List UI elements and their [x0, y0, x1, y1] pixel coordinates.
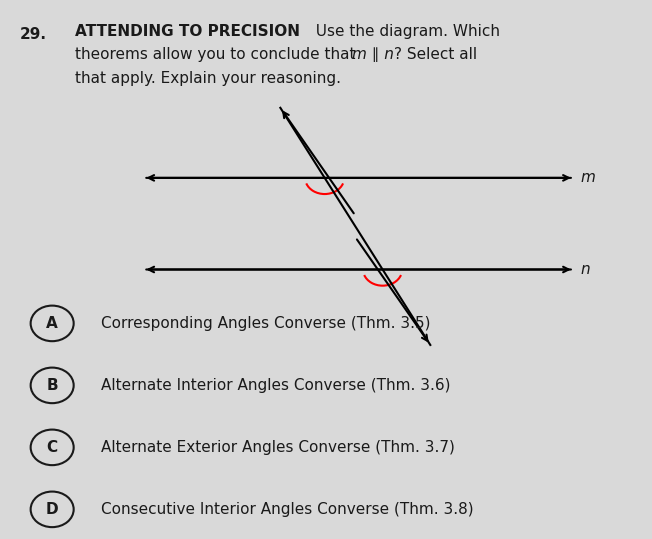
Text: C: C	[46, 440, 58, 455]
Text: ? Select all: ? Select all	[394, 47, 477, 63]
Text: m: m	[580, 170, 595, 185]
Text: 29.: 29.	[20, 27, 46, 42]
Text: Consecutive Interior Angles Converse (Thm. 3.8): Consecutive Interior Angles Converse (Th…	[101, 502, 474, 517]
Text: theorems allow you to conclude that: theorems allow you to conclude that	[75, 47, 361, 63]
Text: m ∥ n: m ∥ n	[352, 47, 394, 63]
Text: ATTENDING TO PRECISION: ATTENDING TO PRECISION	[75, 24, 300, 39]
Text: A: A	[46, 316, 58, 331]
Text: B: B	[46, 378, 58, 393]
Text: D: D	[46, 502, 59, 517]
Text: Alternate Interior Angles Converse (Thm. 3.6): Alternate Interior Angles Converse (Thm.…	[101, 378, 451, 393]
Text: n: n	[580, 262, 590, 277]
Text: Alternate Exterior Angles Converse (Thm. 3.7): Alternate Exterior Angles Converse (Thm.…	[101, 440, 455, 455]
Text: Corresponding Angles Converse (Thm. 3.5): Corresponding Angles Converse (Thm. 3.5)	[101, 316, 430, 331]
Text: Use the diagram. Which: Use the diagram. Which	[306, 24, 501, 39]
Text: that apply. Explain your reasoning.: that apply. Explain your reasoning.	[75, 71, 341, 86]
